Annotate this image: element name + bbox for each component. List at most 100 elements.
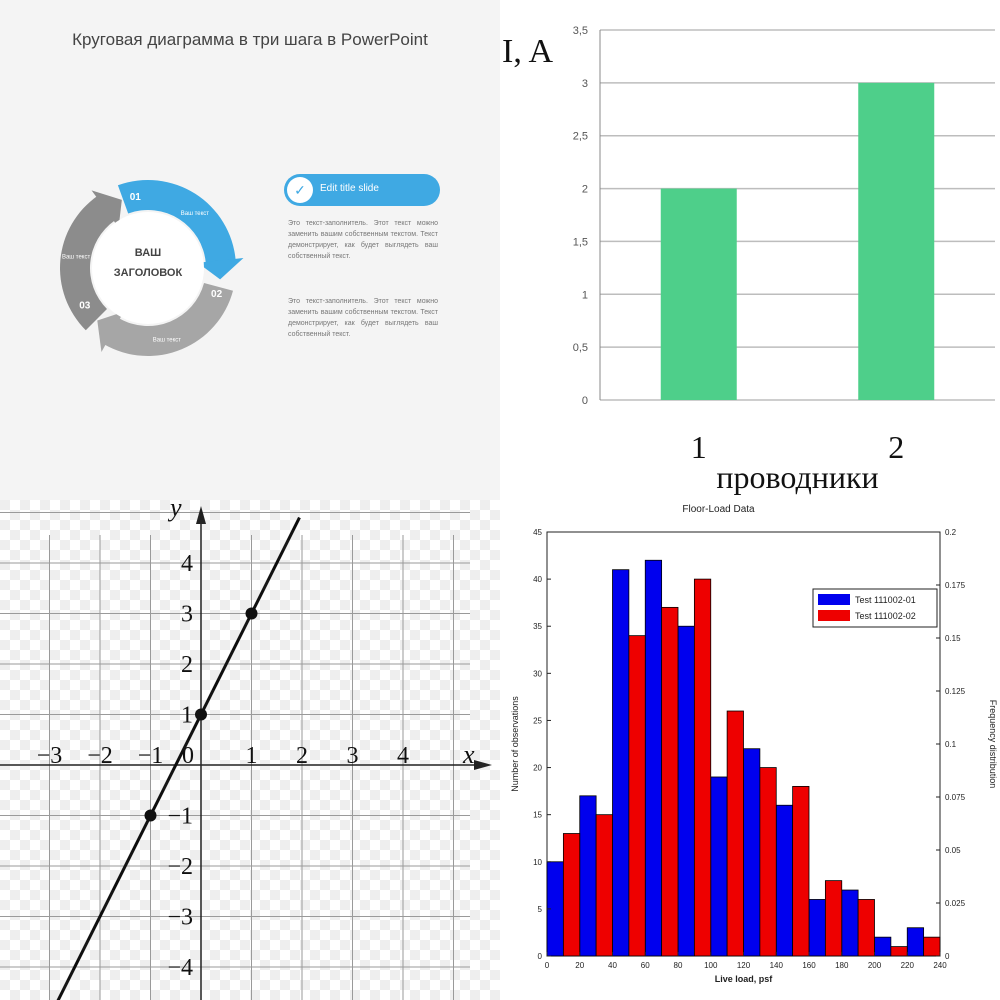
checker-cell [60,780,70,790]
checker-cell [160,960,170,970]
checker-cell [440,860,450,870]
segment-03-arrow [60,195,115,331]
checker-cell [460,960,470,970]
checker-cell [80,700,90,710]
checker-cell [100,960,110,970]
checker-cell [410,990,420,1000]
checker-cell [50,630,60,640]
checker-cell [100,820,110,830]
checker-cell [50,750,60,760]
checker-cell [330,650,340,660]
checker-cell [90,650,100,660]
checker-cell [180,860,190,870]
checker-cell [380,860,390,870]
checker-cell [490,570,500,580]
checker-cell [390,750,400,760]
y-tick-label: 35 [533,622,542,631]
checker-cell [290,570,300,580]
checker-cell [20,600,30,610]
checker-cell [100,700,110,710]
checker-cell [70,550,80,560]
checker-cell [430,690,440,700]
checker-cell [420,880,430,890]
checker-cell [200,640,210,650]
checker-cell [110,930,120,940]
checker-cell [290,650,300,660]
checker-cell [330,550,340,560]
checker-cell [80,600,90,610]
checker-cell [120,500,130,510]
checker-cell [180,600,190,610]
checker-cell [490,730,500,740]
checker-cell [210,530,220,540]
checker-cell [470,850,480,860]
checker-cell [0,780,10,790]
checker-cell [250,630,260,640]
checker-cell [350,910,360,920]
checker-cell [0,860,10,870]
x-tick-label: 140 [770,961,784,970]
checker-cell [290,550,300,560]
checker-cell [400,960,410,970]
checker-cell [440,920,450,930]
checker-cell [50,670,60,680]
checker-cell [480,580,490,590]
checker-cell [0,960,10,970]
checker-cell [360,960,370,970]
checker-cell [80,560,90,570]
checker-cell [300,740,310,750]
checker-cell [50,850,60,860]
checker-cell [0,980,10,990]
checker-cell [490,950,500,960]
checker-cell [470,950,480,960]
checker-cell [260,640,270,650]
checker-cell [440,540,450,550]
checker-cell [100,600,110,610]
checker-cell [270,830,280,840]
checker-cell [190,990,200,1000]
checker-cell [470,570,480,580]
checker-cell [390,850,400,860]
y-tick-label: 25 [533,716,542,725]
checker-cell [220,960,230,970]
checker-cell [390,910,400,920]
checker-cell [120,520,130,530]
checker-cell [60,540,70,550]
checker-cell [80,880,90,890]
checker-cell [370,950,380,960]
checker-cell [490,970,500,980]
checker-cell [210,890,220,900]
checker-cell [0,820,10,830]
checker-cell [340,660,350,670]
checker-cell [420,500,430,510]
checker-cell [340,900,350,910]
checker-cell [470,930,480,940]
checker-cell [80,920,90,930]
checker-cell [20,780,30,790]
checker-cell [70,750,80,760]
checker-cell [100,720,110,730]
checker-cell [60,940,70,950]
checker-cell [280,840,290,850]
checker-cell [30,530,40,540]
checker-cell [380,580,390,590]
checker-cell [260,720,270,730]
checker-cell [210,750,220,760]
checker-cell [20,940,30,950]
checker-cell [110,690,120,700]
circular-arrow-diagram: ВАШ ЗАГОЛОВОК 01 02 03 Ваш текст Ваш текст Ваш … [60,180,244,356]
checker-cell [480,720,490,730]
checker-cell [160,940,170,950]
checker-cell [200,960,210,970]
checker-cell [60,840,70,850]
checker-cell [350,770,360,780]
checker-cell [390,930,400,940]
checker-cell [60,600,70,610]
y-tick-label: 15 [533,811,542,820]
checker-cell [110,870,120,880]
histogram-bar [710,776,728,957]
checker-cell [360,580,370,590]
checker-cell [10,590,20,600]
checker-cell [20,840,30,850]
checker-cell [130,990,140,1000]
